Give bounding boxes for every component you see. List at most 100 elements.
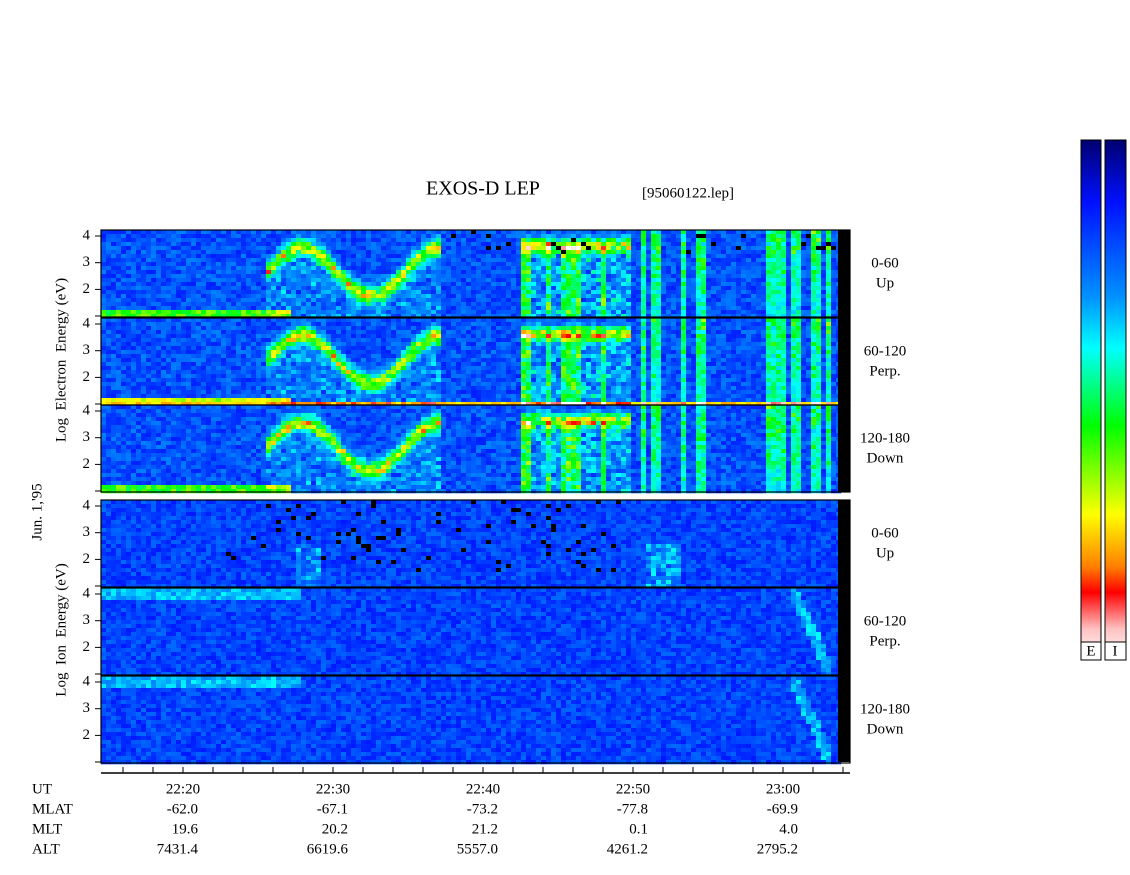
spectrogram-cell — [811, 246, 817, 251]
spectrogram-cell — [216, 330, 222, 335]
spectrogram-cell — [386, 270, 392, 275]
spectrogram-cell — [256, 398, 262, 403]
spectrogram-cell — [366, 390, 372, 395]
spectrogram-cell — [301, 346, 307, 351]
spectrogram-cell — [246, 306, 252, 311]
spectrogram-cell — [211, 278, 217, 283]
spectrogram-cell — [121, 286, 127, 291]
spectrogram-cell — [581, 270, 587, 275]
spectrogram-cell — [166, 238, 172, 243]
spectrogram-cell — [221, 354, 227, 359]
spectrogram-cell — [361, 274, 367, 279]
spectrogram-cell — [356, 294, 362, 299]
spectrogram-cell — [496, 298, 502, 303]
spectrogram-cell — [451, 254, 457, 259]
spectrogram-cell — [151, 366, 157, 371]
spectrogram-cell — [136, 270, 142, 275]
spectrogram-cell — [381, 334, 387, 339]
spectrogram-cell — [446, 238, 452, 243]
spectrogram-cell — [411, 354, 417, 359]
spectrogram-cell — [141, 258, 147, 263]
spectrogram-cell — [216, 334, 222, 339]
spectrogram-cell — [831, 258, 837, 263]
spectrogram-cell — [196, 242, 202, 247]
spectrogram-cell — [531, 242, 537, 247]
spectrogram-cell — [101, 326, 107, 331]
spectrogram-cell — [196, 306, 202, 311]
spectrogram-cell — [821, 230, 827, 235]
spectrogram-cell — [666, 266, 672, 271]
spectrogram-cell — [201, 258, 207, 263]
spectrogram-cell — [201, 282, 207, 287]
spectrogram-cell — [136, 382, 142, 387]
spectrogram-cell — [181, 302, 187, 307]
spectrogram-cell — [296, 362, 302, 367]
spectrogram-cell — [686, 286, 692, 291]
spectrogram-cell — [456, 238, 462, 243]
spectrogram-cell — [551, 250, 557, 255]
spectrogram-cell — [241, 382, 247, 387]
spectrogram-cell — [246, 374, 252, 379]
spectrogram-cell — [781, 310, 787, 315]
spectrogram-cell — [391, 378, 397, 383]
spectrogram-cell — [316, 354, 322, 359]
spectrogram-cell — [216, 246, 222, 251]
spectrogram-cell — [221, 350, 227, 355]
spectrogram-cell — [776, 230, 782, 235]
spectrogram-cell — [726, 230, 732, 235]
spectrogram-cell — [651, 246, 657, 251]
spectrogram-cell — [811, 230, 817, 235]
spectrogram-cell — [636, 242, 642, 247]
spectrogram-cell — [476, 342, 482, 347]
spectrogram-cell — [316, 326, 322, 331]
spectrogram-cell — [261, 378, 267, 383]
spectrogram-cell — [511, 258, 517, 263]
spectrogram-cell — [106, 278, 112, 283]
spectrogram-cell — [276, 386, 282, 391]
spectrogram-cell — [301, 362, 307, 367]
spectrogram-cell — [436, 322, 442, 327]
spectrogram-cell — [611, 266, 617, 271]
spectrogram-cell — [156, 286, 162, 291]
spectrogram-cell — [191, 282, 197, 287]
spectrogram-cell — [356, 282, 362, 287]
spectrogram-cell — [316, 294, 322, 299]
spectrogram-cell — [361, 270, 367, 275]
spectrogram-cell — [516, 278, 522, 283]
spectrogram-cell — [736, 246, 742, 251]
spectrogram-cell — [256, 354, 262, 359]
spectrogram-cell — [361, 314, 367, 319]
spectrogram-cell — [696, 294, 702, 299]
spectrogram-cell — [516, 306, 522, 311]
spectrogram-cell — [191, 346, 197, 351]
spectrogram-cell — [816, 234, 822, 239]
spectrogram-cell — [421, 394, 427, 399]
spectrogram-cell — [376, 250, 382, 255]
spectrogram-cell — [181, 370, 187, 375]
spectrogram-cell — [701, 262, 707, 267]
spectrogram-cell — [301, 238, 307, 243]
spectrogram-cell — [111, 286, 117, 291]
spectrogram-cell — [686, 230, 692, 235]
spectrogram-cell — [251, 302, 257, 307]
spectrogram-cell — [131, 294, 137, 299]
spectrogram-cell — [426, 358, 432, 363]
spectrogram-cell — [751, 234, 757, 239]
spectrogram-cell — [136, 318, 142, 323]
spectrogram-cell — [771, 278, 777, 283]
spectrogram-cell — [246, 394, 252, 399]
spectrogram-cell — [511, 302, 517, 307]
spectrogram-cell — [161, 374, 167, 379]
spectrogram-cell — [826, 262, 832, 267]
spectrogram-cell — [416, 378, 422, 383]
spectrogram-cell — [206, 266, 212, 271]
spectrogram-cell — [676, 278, 682, 283]
spectrogram-cell — [776, 290, 782, 295]
spectrogram-cell — [106, 310, 112, 315]
spectrogram-cell — [281, 370, 287, 375]
spectrogram-cell — [211, 370, 217, 375]
spectrogram-cell — [416, 310, 422, 315]
spectrogram-cell — [466, 310, 472, 315]
spectrogram-cell — [346, 294, 352, 299]
spectrogram-cell — [101, 334, 107, 339]
